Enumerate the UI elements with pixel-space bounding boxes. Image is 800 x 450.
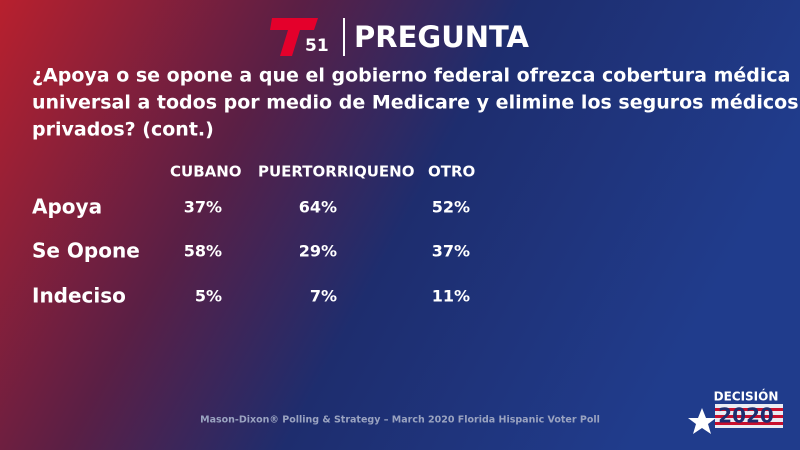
row-label: Apoya <box>32 195 102 219</box>
cell-value: 37% <box>184 198 222 217</box>
cell-value: 52% <box>432 198 470 217</box>
cell-value: 37% <box>432 242 470 261</box>
table: CUBANO PUERTORRIQUENO OTRO Apoya 37% 64% 52% Se… <box>32 163 475 308</box>
question-line: ¿Apoya o se opone a que el gobierno fede… <box>32 65 790 87</box>
question-line: privados? (cont.) <box>32 119 214 141</box>
column-header: CUBANO <box>170 163 242 181</box>
cell-value: 64% <box>299 198 337 217</box>
title: PREGUNTA <box>354 20 530 54</box>
cell-value: 7% <box>310 287 337 306</box>
column-header: OTRO <box>428 163 475 181</box>
question: ¿Apoya o se opone a que el gobierno fede… <box>32 65 799 141</box>
cell-value: 58% <box>184 242 222 261</box>
cell-value: 11% <box>432 287 470 306</box>
question-line: universal a todos por medio de Medicare … <box>32 92 799 114</box>
badge-year: 2020 <box>718 404 774 428</box>
source: Mason-Dixon® Polling & Strategy – March … <box>200 415 600 426</box>
column-header: PUERTORRIQUENO <box>258 163 414 181</box>
row-label: Indeciso <box>32 284 126 308</box>
logo-number: 51 <box>305 36 329 56</box>
cell-value: 5% <box>195 287 222 306</box>
row-label: Se Opone <box>32 239 140 263</box>
logo <box>270 18 318 56</box>
cell-value: 29% <box>299 242 337 261</box>
badge-word: DECISIÓN <box>714 389 779 404</box>
badge <box>688 404 783 434</box>
